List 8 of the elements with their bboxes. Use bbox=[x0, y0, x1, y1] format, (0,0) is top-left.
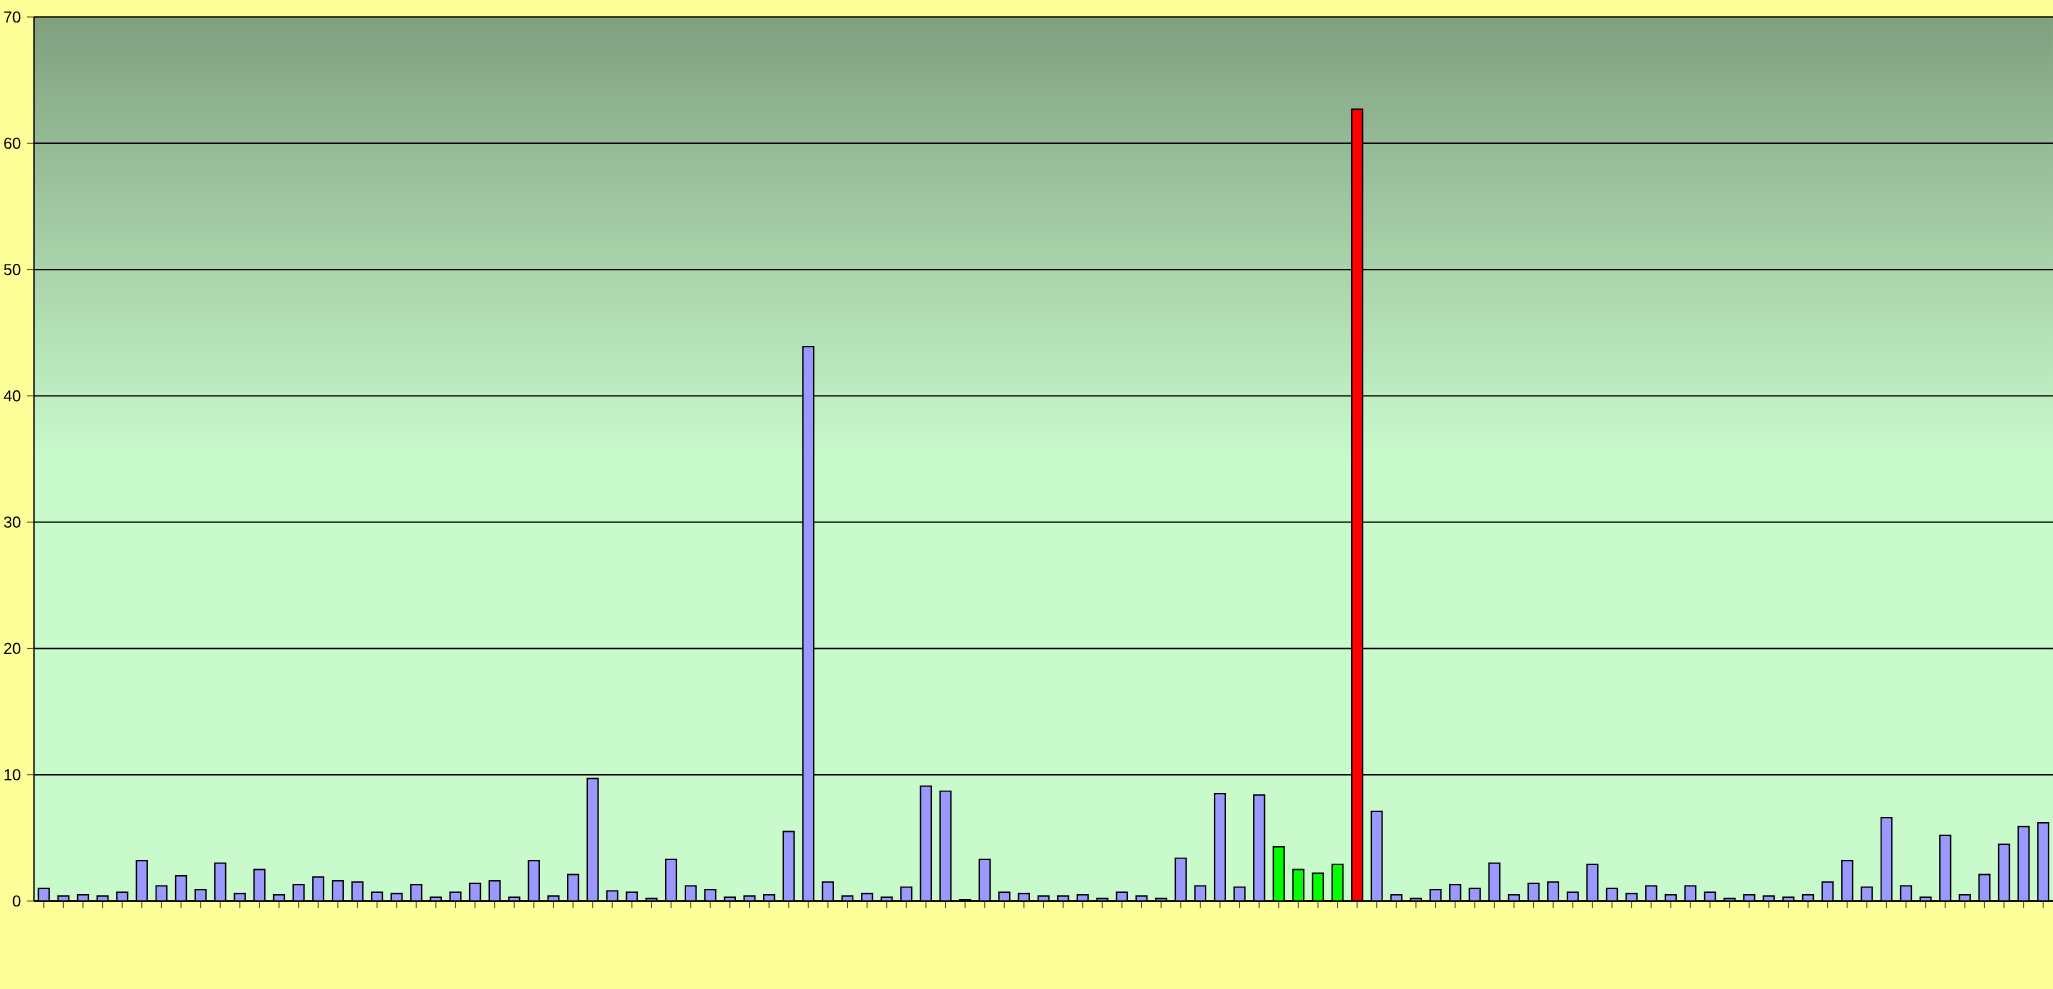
y-tick-label: 0 bbox=[12, 895, 21, 907]
y-tick-label: 60 bbox=[4, 137, 21, 149]
y-tick-label: 20 bbox=[4, 642, 21, 655]
y-tick-label: 70 bbox=[4, 11, 21, 23]
y-tick-label: 30 bbox=[4, 516, 21, 528]
y-tick-label: 10 bbox=[4, 769, 21, 781]
y-tick-label: 40 bbox=[3, 390, 21, 402]
y-tick-label: 50 bbox=[4, 264, 21, 276]
